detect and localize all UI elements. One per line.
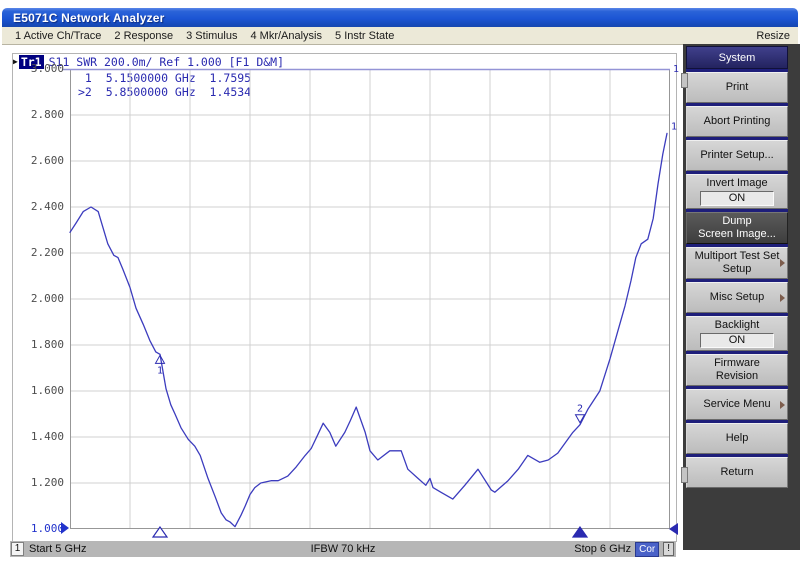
softkey-service-menu[interactable]: Service Menu — [686, 389, 788, 420]
swr-trace — [69, 132, 668, 528]
softkey-label: Firmware — [714, 357, 760, 369]
resize-button[interactable]: Resize — [756, 29, 790, 42]
marker-1[interactable]: 1 — [154, 354, 166, 376]
menu-bar: 1 Active Ch/Trace 2 Response 3 Stimulus 4 M… — [2, 27, 798, 45]
softkey-label: Revision — [715, 370, 759, 382]
softkey-abort-printing[interactable]: Abort Printing — [686, 106, 788, 137]
softkey-printer-setup[interactable]: Printer Setup... — [686, 140, 788, 171]
softkey-label: Printer Setup... — [700, 149, 774, 161]
window-title: E5071C Network Analyzer — [13, 10, 165, 25]
status-right-group: Stop 6 GHz Cor ! — [574, 541, 674, 557]
softkey-label: Dump — [722, 215, 752, 227]
marker-readout: 1 5.1500000 GHz 1.7595 >2 5.8500000 GHz … — [78, 71, 252, 99]
softkey-invert-image[interactable]: Invert Image ON — [686, 174, 788, 209]
sidebar-scroll-nub-top[interactable] — [681, 73, 688, 88]
menu-item-4[interactable]: 4 Mkr/Analysis — [250, 29, 323, 42]
y-axis-tick-label: 1.400 — [30, 430, 64, 443]
trace1-badge[interactable]: Tr1 — [18, 54, 44, 69]
ifbw-label[interactable]: IFBW 70 kHz — [310, 543, 376, 555]
submenu-arrow-icon — [780, 400, 785, 409]
y-axis-tick-label: 2.200 — [30, 246, 64, 259]
softkey-label: Setup — [722, 263, 752, 275]
marker-1-stimulus-triangle-icon[interactable] — [151, 525, 169, 538]
scale-top-trace-number: 1 — [673, 64, 679, 75]
softkey-menu-title: System — [686, 46, 788, 69]
marker-down-triangle-icon — [574, 414, 586, 424]
window-titlebar[interactable]: E5071C Network Analyzer — [2, 8, 798, 27]
alert-indicator: ! — [663, 542, 674, 556]
submenu-arrow-icon — [780, 293, 785, 302]
status-bar: 1 Start 5 GHz IFBW 70 kHz Stop 6 GHz Cor… — [10, 541, 676, 557]
softkey-label: Service Menu — [703, 398, 771, 410]
softkey-label: Misc Setup — [709, 291, 765, 303]
softkey-help[interactable]: Help — [686, 423, 788, 454]
reference-level-triangle-icon[interactable] — [61, 522, 69, 534]
softkey-label: Invert Image — [706, 177, 768, 189]
marker-number: 2 — [577, 404, 583, 415]
softkey-label: Abort Printing — [703, 115, 771, 127]
right-edge-triangle-icon — [669, 523, 678, 535]
softkey-label: Help — [725, 432, 749, 444]
softkey-print[interactable]: Print — [686, 72, 788, 103]
softkey-state-value: ON — [700, 333, 774, 348]
softkey-menu-column: System Print Abort Printing Printer Setup.… — [686, 46, 788, 488]
graticule-plot: 1 1 1 2 — [61, 64, 679, 538]
softkey-label: Multiport Test Set — [694, 250, 780, 262]
softkey-backlight[interactable]: Backlight ON — [686, 316, 788, 351]
softkey-label: Return — [720, 466, 754, 478]
softkey-label: Print — [725, 81, 749, 93]
softkey-firmware[interactable]: Firmware Revision — [686, 354, 788, 386]
stop-frequency-label[interactable]: Stop 6 GHz — [574, 543, 632, 555]
softkey-multiport-test-set[interactable]: Multiport Test Set Setup — [686, 247, 788, 279]
softkey-misc-setup[interactable]: Misc Setup — [686, 282, 788, 313]
menu-item-3[interactable]: 3 Stimulus — [186, 29, 238, 42]
y-axis-tick-label: 1.600 — [30, 384, 64, 397]
channel-number-badge: 1 — [11, 542, 24, 556]
marker-up-triangle-icon — [154, 354, 166, 364]
marker-number: 1 — [157, 365, 163, 376]
marker-2-stimulus-triangle-icon[interactable] — [571, 525, 589, 538]
trace-end-number: 1 — [671, 121, 677, 132]
softkey-return[interactable]: Return — [686, 457, 788, 488]
trace1-info: S11 SWR 200.0m/ Ref 1.000 [F1 D&M] — [48, 54, 285, 69]
y-axis-tick-label: 2.400 — [30, 200, 64, 213]
marker-2[interactable]: 2 — [574, 404, 586, 424]
y-axis-tick-label: 3.000 — [30, 62, 64, 75]
active-trace-arrow-icon: ▶ — [13, 57, 18, 66]
menu-item-5[interactable]: 5 Instr State — [335, 29, 395, 42]
menu-item-1[interactable]: 1 Active Ch/Trace — [15, 29, 102, 42]
trace-header: ▶ Tr1 S11 SWR 200.0m/ Ref 1.000 [F1 D&M] — [13, 54, 285, 69]
softkey-sidebar: System Print Abort Printing Printer Setup.… — [683, 44, 800, 550]
y-axis-tick-label: 1.200 — [30, 476, 64, 489]
sidebar-scroll-nub-bottom[interactable] — [681, 467, 688, 483]
softkey-state-value: ON — [700, 191, 774, 206]
y-axis-tick-label: 2.000 — [30, 292, 64, 305]
submenu-arrow-icon — [780, 259, 785, 267]
y-axis-tick-label: 2.600 — [30, 154, 64, 167]
y-axis-tick-label: 1.800 — [30, 338, 64, 351]
y-axis-tick-label: 2.800 — [30, 108, 64, 121]
softkey-dump[interactable]: Dump Screen Image... — [686, 212, 788, 244]
softkey-label: Backlight — [714, 319, 760, 331]
softkey-label: Screen Image... — [698, 228, 776, 240]
menu-item-2[interactable]: 2 Response — [114, 29, 174, 42]
start-frequency-label[interactable]: Start 5 GHz — [29, 543, 87, 555]
y-axis-tick-label: 1.000 — [30, 522, 64, 535]
correction-badge: Cor — [635, 541, 660, 557]
